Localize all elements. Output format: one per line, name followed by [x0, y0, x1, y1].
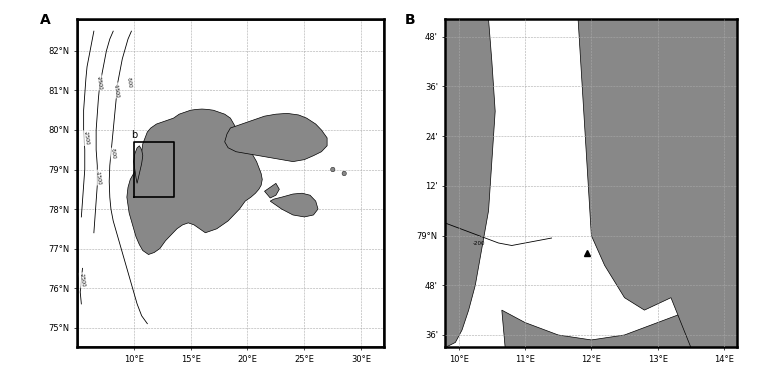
Polygon shape	[264, 183, 280, 198]
Polygon shape	[127, 109, 262, 254]
Text: -500: -500	[126, 77, 132, 88]
Polygon shape	[502, 298, 737, 347]
Text: -2500: -2500	[79, 273, 86, 288]
Text: b: b	[131, 130, 137, 140]
Text: -2500: -2500	[82, 130, 89, 145]
Circle shape	[331, 167, 335, 172]
Polygon shape	[225, 113, 327, 162]
Text: A: A	[40, 13, 51, 27]
Text: -500: -500	[110, 148, 117, 159]
Polygon shape	[134, 146, 143, 183]
Text: -1500: -1500	[113, 83, 120, 98]
Circle shape	[342, 171, 346, 176]
Text: -200: -200	[472, 240, 485, 245]
Text: -2500: -2500	[96, 75, 103, 90]
Polygon shape	[445, 19, 495, 347]
Text: -1500: -1500	[95, 170, 102, 185]
Polygon shape	[270, 193, 318, 217]
Polygon shape	[445, 19, 498, 347]
Text: B: B	[405, 13, 415, 27]
Polygon shape	[578, 19, 737, 347]
